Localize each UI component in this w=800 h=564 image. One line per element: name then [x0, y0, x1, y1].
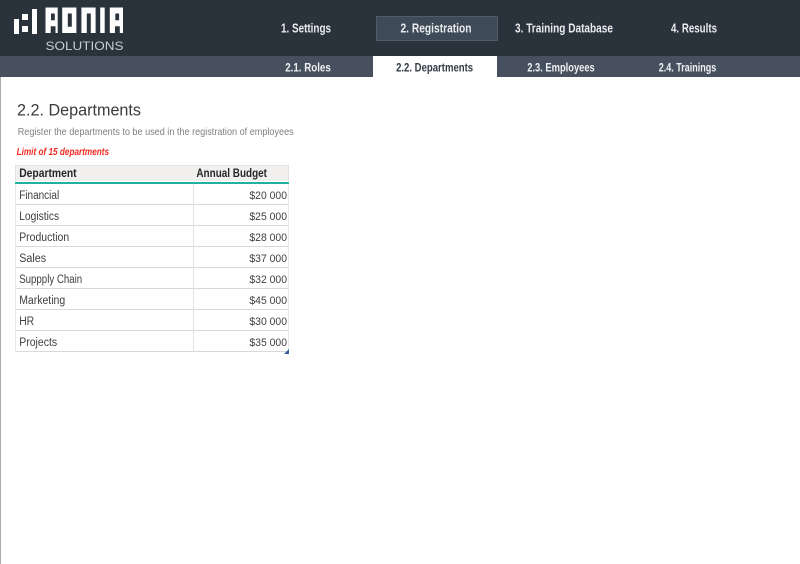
- svg-text:1. Settings: 1. Settings: [281, 22, 331, 36]
- svg-text:$35 000: $35 000: [249, 337, 287, 349]
- svg-text:$28 000: $28 000: [249, 232, 287, 244]
- svg-text:2.4. Trainings: 2.4. Trainings: [659, 63, 717, 75]
- svg-text:2. Registration: 2. Registration: [401, 22, 472, 36]
- svg-text:$37 000: $37 000: [249, 253, 287, 265]
- svg-text:Register the departments to be: Register the departments to be used in t…: [18, 127, 294, 138]
- svg-text:Logistics: Logistics: [19, 211, 59, 223]
- svg-text:$20 000: $20 000: [249, 190, 287, 202]
- svg-text:$30 000: $30 000: [249, 316, 287, 328]
- svg-text:Sales: Sales: [19, 253, 46, 265]
- svg-text:2.2. Departments: 2.2. Departments: [396, 63, 473, 75]
- svg-text:Suppply Chain: Suppply Chain: [19, 274, 82, 286]
- svg-text:Limit of 15 departments: Limit of 15 departments: [17, 146, 110, 158]
- svg-text:$32 000: $32 000: [249, 274, 287, 286]
- svg-text:SOLUTIONS: SOLUTIONS: [46, 39, 124, 53]
- svg-text:$25 000: $25 000: [249, 211, 287, 223]
- svg-text:Marketing: Marketing: [19, 295, 65, 307]
- svg-text:2.1. Roles: 2.1. Roles: [285, 63, 331, 75]
- svg-text:2.2. Departments: 2.2. Departments: [17, 101, 141, 119]
- svg-text:Department: Department: [19, 168, 77, 180]
- svg-text:2.3. Employees: 2.3. Employees: [527, 63, 595, 75]
- svg-text:Production: Production: [19, 232, 69, 244]
- svg-text:Financial: Financial: [19, 190, 59, 202]
- svg-text:Projects: Projects: [19, 337, 57, 349]
- svg-text:4. Results: 4. Results: [671, 22, 717, 36]
- svg-text:3. Training Database: 3. Training Database: [515, 22, 613, 36]
- svg-text:$45 000: $45 000: [249, 295, 287, 307]
- svg-text:HR: HR: [19, 316, 34, 328]
- svg-text:Annual Budget: Annual Budget: [196, 168, 267, 180]
